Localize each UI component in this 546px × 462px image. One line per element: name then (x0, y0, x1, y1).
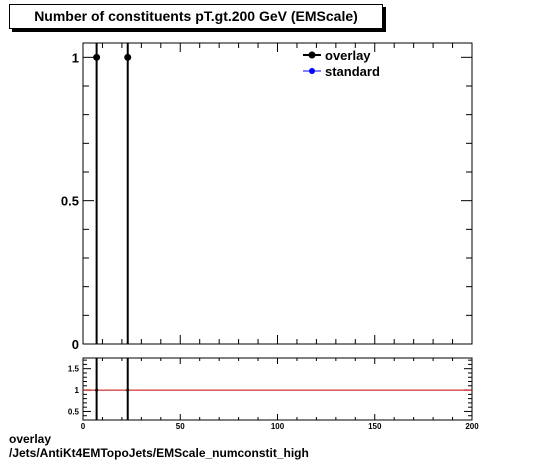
main-y-tick-label: 0 (72, 337, 79, 352)
ratio-y-tick-label: 1 (75, 386, 80, 395)
ratio-x-axis: 0 50 100 150 200 (81, 358, 479, 431)
legend-marker (308, 51, 316, 59)
footer-label: overlay (9, 432, 52, 446)
ratio-plot-frame (82, 357, 473, 421)
ratio-y-tick-label: 1.5 (68, 365, 80, 374)
ratio-x-tick-label: 0 (81, 422, 86, 431)
main-plot-frame (82, 42, 473, 345)
ratio-frame-rect (82, 357, 473, 421)
main-frame-rect (82, 42, 473, 345)
main-y-axis: 00.51 (61, 50, 472, 352)
main-y-tick-label: 0.5 (61, 194, 79, 209)
legend-label: standard (325, 64, 380, 79)
main-data-points (93, 43, 132, 344)
chart-title-box: Number of constituents pT.gt.200 GeV (EM… (9, 4, 383, 29)
main-y-tick-label: 1 (72, 50, 79, 65)
ratio-x-tick-label: 200 (465, 422, 479, 431)
ratio-data-point (95, 388, 99, 392)
main-x-axis (82, 43, 473, 344)
ratio-x-tick-label: 150 (368, 422, 382, 431)
main-data-point (93, 53, 101, 61)
ratio-x-tick-label: 50 (176, 422, 185, 431)
ratio-data-point (126, 388, 130, 392)
main-data-point (124, 53, 132, 61)
chart-title: Number of constituents pT.gt.200 GeV (EM… (34, 8, 358, 24)
ratio-data-points (83, 358, 472, 420)
legend-label: overlay (325, 48, 371, 63)
ratio-x-tick-label: 100 (271, 422, 285, 431)
legend-marker (309, 68, 315, 74)
footer-path: /Jets/AntiKt4EMTopoJets/EMScale_numconst… (9, 446, 309, 460)
ratio-y-tick-label: 0.5 (68, 407, 80, 416)
